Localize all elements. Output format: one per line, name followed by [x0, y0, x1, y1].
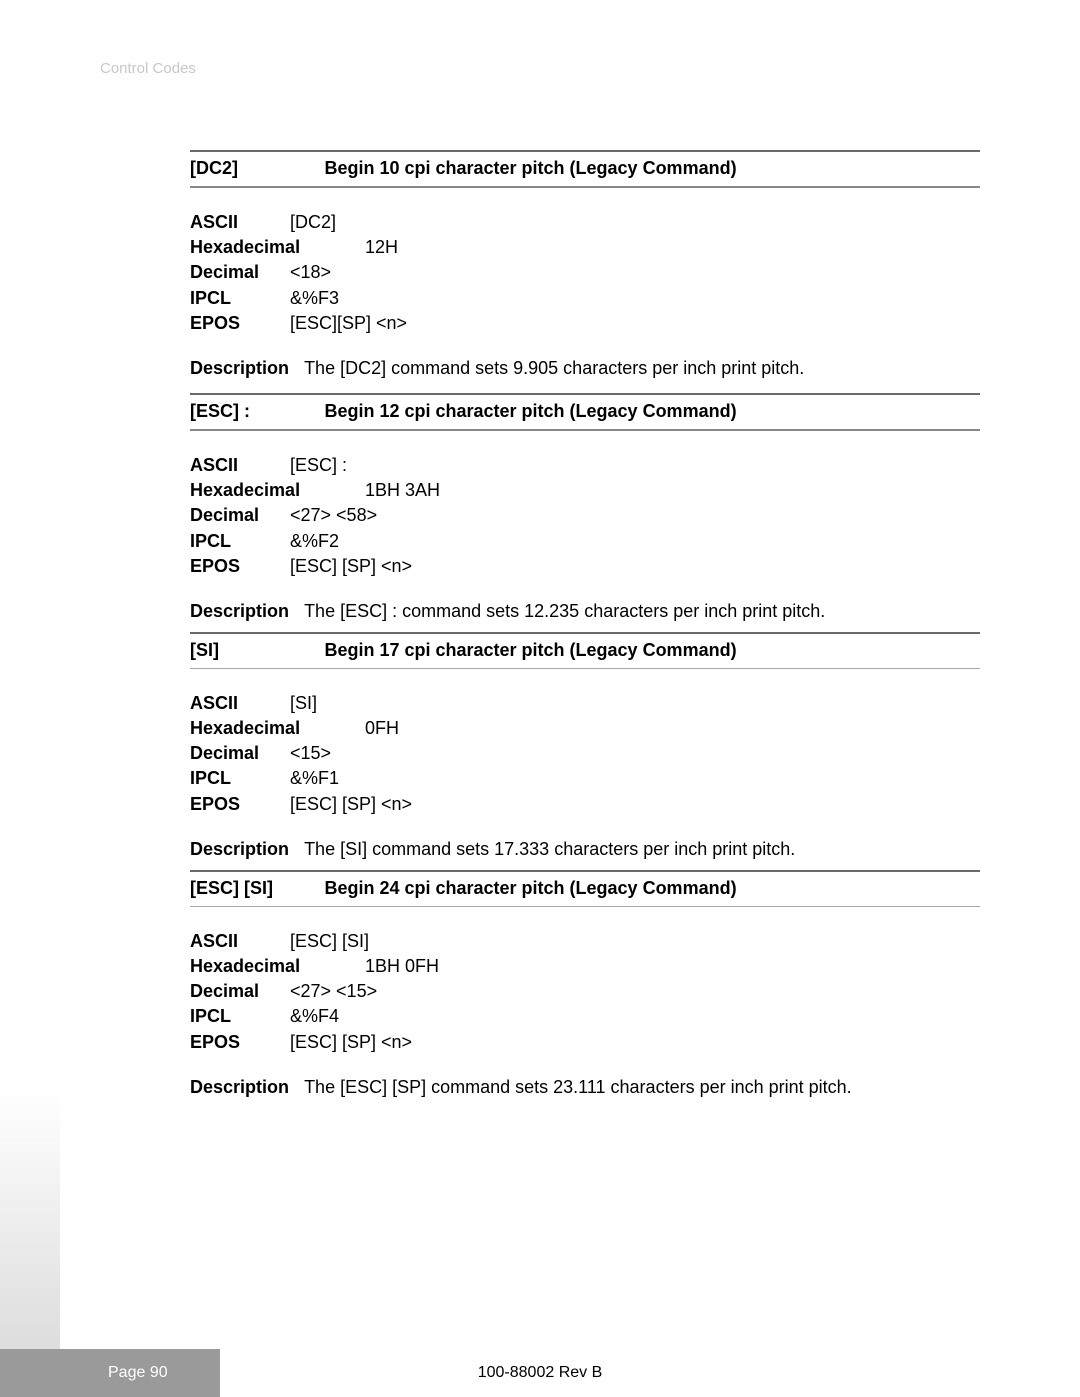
value-ascii: [ESC] [SI] — [290, 929, 369, 954]
command-body: ASCII[ESC] : Hexadecimal1BH 3AH Decimal<… — [190, 431, 980, 579]
label-decimal: Decimal — [190, 503, 290, 528]
content-area: [DC2] Begin 10 cpi character pitch (Lega… — [190, 150, 980, 1112]
command-name: [ESC] [SI] — [190, 878, 320, 899]
value-ascii: [SI] — [290, 691, 317, 716]
label-hex: Hexadecimal — [190, 954, 365, 979]
value-hex: 1BH 0FH — [365, 954, 439, 979]
command-description — [294, 1077, 304, 1097]
label-ipcl: IPCL — [190, 529, 290, 554]
label-description: Description — [190, 839, 289, 859]
value-ipcl: &%F2 — [290, 529, 339, 554]
label-decimal: Decimal — [190, 260, 290, 285]
value-epos: [ESC] [SP] <n> — [290, 1030, 412, 1055]
command-name: [DC2] — [190, 158, 320, 179]
value-ipcl: &%F4 — [290, 1004, 339, 1029]
command-body: ASCII[ESC] [SI] Hexadecimal1BH 0FH Decim… — [190, 907, 980, 1055]
command-description-row: Description The [SI] command sets 17.333… — [190, 839, 980, 860]
label-ipcl: IPCL — [190, 1004, 290, 1029]
command-description-row: Description The [ESC] [SP] command sets … — [190, 1077, 980, 1098]
label-decimal: Decimal — [190, 979, 290, 1004]
command-body: ASCII[DC2] Hexadecimal12H Decimal<18> IP… — [190, 188, 980, 336]
label-hex: Hexadecimal — [190, 716, 365, 741]
label-ascii: ASCII — [190, 453, 290, 478]
command-description — [294, 358, 304, 378]
command-body: ASCII[SI] Hexadecimal0FH Decimal<15> IPC… — [190, 669, 980, 817]
label-ascii: ASCII — [190, 929, 290, 954]
label-decimal: Decimal — [190, 741, 290, 766]
command-title-row: [ESC] [SI] Begin 24 cpi character pitch … — [190, 870, 980, 907]
value-decimal: <15> — [290, 741, 331, 766]
command-description-text: The [ESC] : command sets 12.235 characte… — [304, 601, 825, 621]
value-ascii: [DC2] — [290, 210, 336, 235]
label-ascii: ASCII — [190, 691, 290, 716]
label-epos: EPOS — [190, 1030, 290, 1055]
command-title-row: [ESC] : Begin 12 cpi character pitch (Le… — [190, 393, 980, 431]
label-description: Description — [190, 358, 289, 378]
command-title: Begin 17 cpi character pitch (Legacy Com… — [324, 640, 736, 660]
label-epos: EPOS — [190, 792, 290, 817]
label-ascii: ASCII — [190, 210, 290, 235]
command-title: Begin 10 cpi character pitch (Legacy Com… — [324, 158, 736, 178]
value-ipcl: &%F3 — [290, 286, 339, 311]
value-epos: [ESC] [SP] <n> — [290, 554, 412, 579]
value-hex: 1BH 3AH — [365, 478, 440, 503]
footer-page: Page 90 — [0, 1349, 220, 1397]
label-hex: Hexadecimal — [190, 235, 365, 260]
command-description-text: The [DC2] command sets 9.905 characters … — [304, 358, 804, 378]
command-block: [ESC] : Begin 12 cpi character pitch (Le… — [190, 393, 980, 622]
label-hex: Hexadecimal — [190, 478, 365, 503]
command-name: [SI] — [190, 640, 320, 661]
label-description: Description — [190, 601, 289, 621]
command-title: Begin 24 cpi character pitch (Legacy Com… — [324, 878, 736, 898]
command-title-row: [DC2] Begin 10 cpi character pitch (Lega… — [190, 150, 980, 188]
value-hex: 0FH — [365, 716, 399, 741]
page-footer: 100-88002 Rev B Page 90 — [0, 1349, 1080, 1397]
footer-gradient — [0, 1089, 60, 1349]
value-epos: [ESC] [SP] <n> — [290, 792, 412, 817]
command-description-row: Description The [DC2] command sets 9.905… — [190, 358, 980, 379]
label-epos: EPOS — [190, 554, 290, 579]
value-hex: 12H — [365, 235, 398, 260]
value-decimal: <27> <58> — [290, 503, 377, 528]
command-description — [294, 839, 304, 859]
page-header: Control Codes — [100, 60, 196, 77]
command-description-row: Description The [ESC] : command sets 12.… — [190, 601, 980, 622]
label-epos: EPOS — [190, 311, 290, 336]
value-epos: [ESC][SP] <n> — [290, 311, 407, 336]
command-description — [294, 601, 304, 621]
value-ascii: [ESC] : — [290, 453, 347, 478]
command-name: [ESC] : — [190, 401, 320, 422]
command-block: [DC2] Begin 10 cpi character pitch (Lega… — [190, 150, 980, 379]
command-title: Begin 12 cpi character pitch (Legacy Com… — [324, 401, 736, 421]
command-description-text: The [ESC] [SP] command sets 23.111 chara… — [304, 1077, 852, 1097]
value-decimal: <18> — [290, 260, 331, 285]
value-decimal: <27> <15> — [290, 979, 377, 1004]
command-block: [SI] Begin 17 cpi character pitch (Legac… — [190, 632, 980, 860]
command-description-text: The [SI] command sets 17.333 characters … — [304, 839, 795, 859]
value-ipcl: &%F1 — [290, 766, 339, 791]
label-description: Description — [190, 1077, 289, 1097]
command-block: [ESC] [SI] Begin 24 cpi character pitch … — [190, 870, 980, 1098]
label-ipcl: IPCL — [190, 766, 290, 791]
command-title-row: [SI] Begin 17 cpi character pitch (Legac… — [190, 632, 980, 669]
label-ipcl: IPCL — [190, 286, 290, 311]
